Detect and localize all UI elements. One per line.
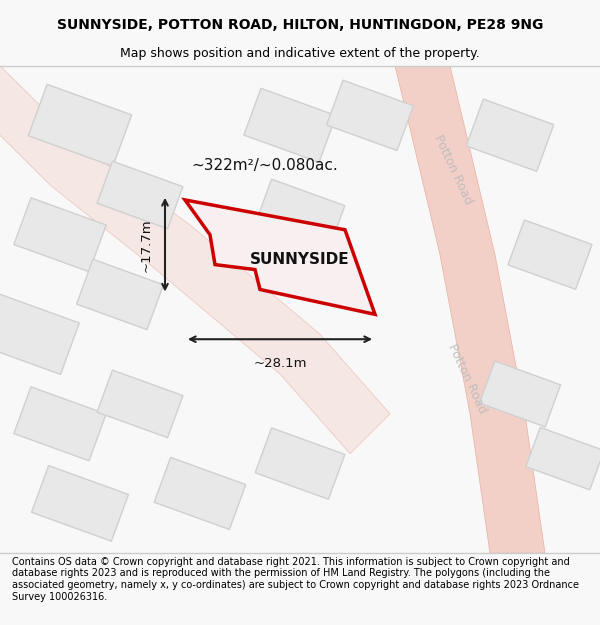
- Polygon shape: [526, 428, 600, 490]
- Polygon shape: [466, 99, 554, 171]
- Polygon shape: [154, 458, 246, 529]
- Text: ~28.1m: ~28.1m: [253, 357, 307, 370]
- Text: Potton Road: Potton Road: [431, 133, 475, 207]
- Polygon shape: [77, 259, 163, 329]
- Polygon shape: [14, 387, 106, 461]
- Polygon shape: [0, 66, 390, 454]
- Polygon shape: [185, 200, 375, 314]
- Polygon shape: [244, 88, 336, 162]
- Polygon shape: [326, 80, 413, 151]
- Polygon shape: [14, 198, 106, 272]
- Polygon shape: [255, 428, 345, 499]
- Text: SUNNYSIDE: SUNNYSIDE: [250, 252, 350, 267]
- Text: ~322m²/~0.080ac.: ~322m²/~0.080ac.: [191, 158, 338, 172]
- Polygon shape: [32, 466, 128, 541]
- Polygon shape: [255, 179, 345, 251]
- Polygon shape: [97, 161, 183, 229]
- Polygon shape: [395, 66, 545, 553]
- Polygon shape: [479, 361, 560, 427]
- Polygon shape: [97, 370, 183, 438]
- Text: SUNNYSIDE, POTTON ROAD, HILTON, HUNTINGDON, PE28 9NG: SUNNYSIDE, POTTON ROAD, HILTON, HUNTINGD…: [57, 18, 543, 32]
- Text: Map shows position and indicative extent of the property.: Map shows position and indicative extent…: [120, 48, 480, 60]
- Text: Potton Road: Potton Road: [445, 342, 489, 416]
- Text: Contains OS data © Crown copyright and database right 2021. This information is : Contains OS data © Crown copyright and d…: [12, 557, 579, 601]
- Polygon shape: [28, 84, 131, 166]
- Text: ~17.7m: ~17.7m: [140, 218, 153, 271]
- Polygon shape: [508, 220, 592, 289]
- Polygon shape: [0, 294, 79, 374]
